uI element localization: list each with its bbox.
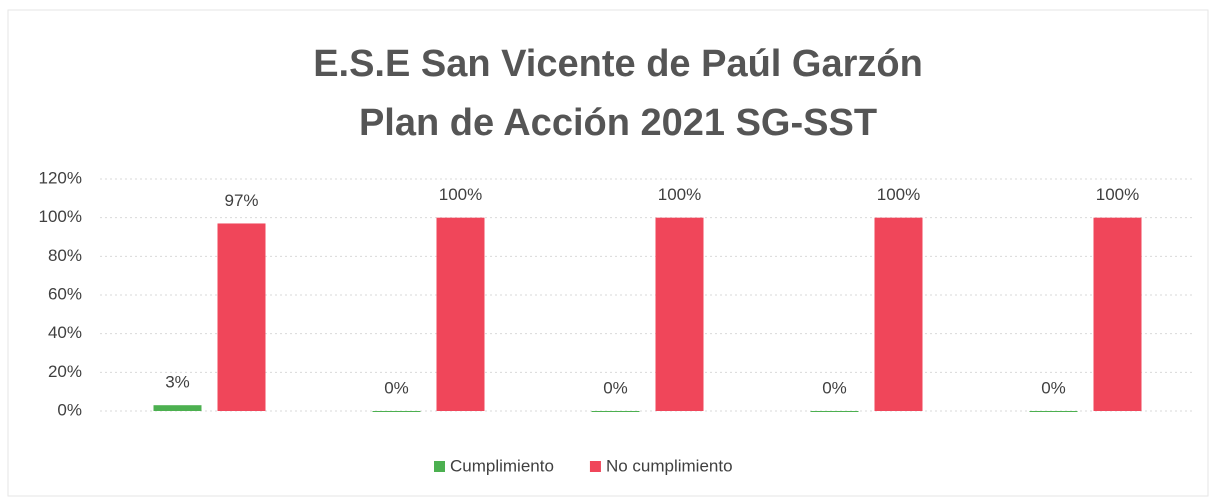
bar <box>436 217 485 411</box>
chart-title: E.S.E San Vicente de Paúl Garzón <box>313 43 923 85</box>
data-label: 100% <box>439 185 482 204</box>
y-tick-label: 120% <box>39 168 82 187</box>
bar <box>372 411 421 412</box>
bar <box>591 411 640 412</box>
data-label: 0% <box>822 378 847 397</box>
bar <box>153 405 202 411</box>
y-tick-label: 80% <box>48 246 82 265</box>
y-tick-label: 100% <box>39 207 82 226</box>
bar <box>217 223 266 411</box>
data-label: 0% <box>384 378 409 397</box>
bar <box>810 411 859 412</box>
data-label: 0% <box>603 378 628 397</box>
y-tick-label: 40% <box>48 323 82 342</box>
y-tick-label: 60% <box>48 284 82 303</box>
data-label: 100% <box>658 185 701 204</box>
chart-title: Plan de Acción 2021 SG-SST <box>359 102 877 144</box>
bar <box>874 217 923 411</box>
data-label: 0% <box>1041 378 1066 397</box>
y-tick-label: 20% <box>48 362 82 381</box>
data-label: 97% <box>224 191 258 210</box>
legend-label: No cumplimiento <box>606 456 733 475</box>
bar <box>655 217 704 411</box>
legend-swatch <box>434 461 445 472</box>
data-label: 3% <box>165 373 190 392</box>
data-label: 100% <box>877 185 920 204</box>
y-tick-label: 0% <box>57 400 82 419</box>
bar <box>1029 411 1078 412</box>
chart-frame <box>7 9 1209 497</box>
legend-label: Cumplimiento <box>450 456 554 475</box>
data-label: 100% <box>1096 185 1139 204</box>
legend-swatch <box>589 461 601 472</box>
bar <box>1093 217 1142 411</box>
